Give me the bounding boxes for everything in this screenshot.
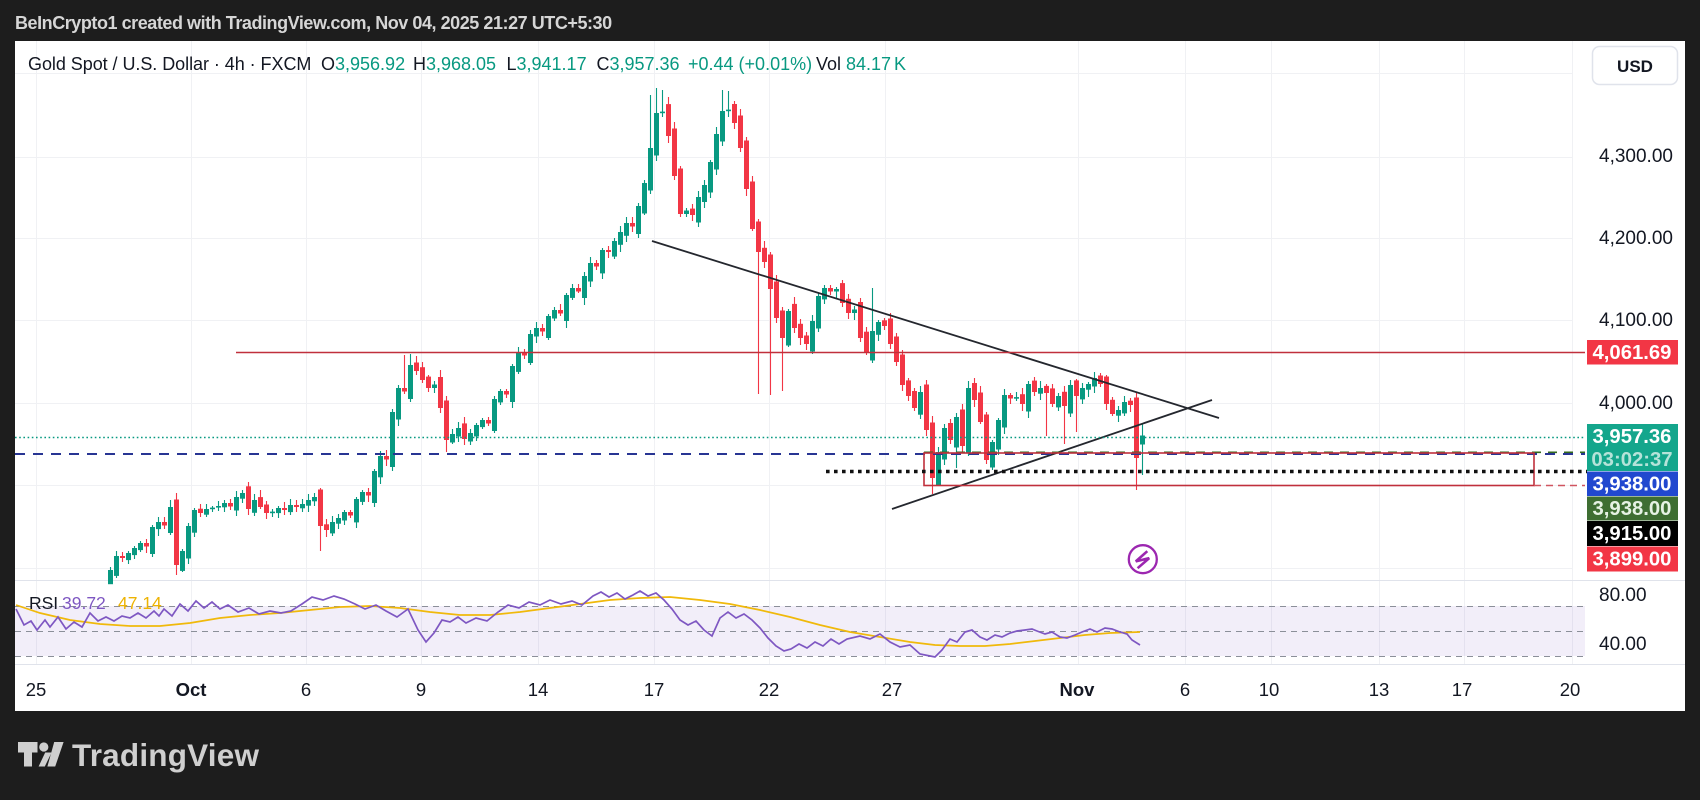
svg-text:6: 6 bbox=[301, 679, 311, 700]
svg-text:3,915.00: 3,915.00 bbox=[1593, 523, 1672, 545]
svg-text:25: 25 bbox=[26, 679, 47, 700]
svg-text:RSI: RSI bbox=[29, 593, 58, 613]
svg-text:13: 13 bbox=[1369, 679, 1390, 700]
svg-text:6: 6 bbox=[1180, 679, 1190, 700]
svg-text:3,938.00: 3,938.00 bbox=[1593, 474, 1672, 496]
svg-text:4,061.69: 4,061.69 bbox=[1593, 342, 1672, 364]
svg-text:3,938.00: 3,938.00 bbox=[1593, 498, 1672, 520]
svg-text:Gold Spot / U.S. Dollar · 4h ·: Gold Spot / U.S. Dollar · 4h · FXCM bbox=[28, 54, 311, 74]
svg-text:4,200.00: 4,200.00 bbox=[1599, 228, 1673, 249]
svg-text:14: 14 bbox=[528, 679, 549, 700]
svg-text:Oct: Oct bbox=[176, 679, 207, 700]
svg-text:10: 10 bbox=[1259, 679, 1280, 700]
svg-text:17: 17 bbox=[1452, 679, 1473, 700]
svg-text:40.00: 40.00 bbox=[1599, 634, 1647, 655]
svg-text:39.72: 39.72 bbox=[62, 593, 106, 613]
svg-text:47.14: 47.14 bbox=[118, 593, 162, 613]
svg-text:Nov: Nov bbox=[1060, 679, 1096, 700]
svg-text:80.00: 80.00 bbox=[1599, 585, 1647, 606]
svg-text:3,899.00: 3,899.00 bbox=[1593, 549, 1672, 571]
svg-text:4,000.00: 4,000.00 bbox=[1599, 393, 1673, 414]
svg-text:9: 9 bbox=[416, 679, 426, 700]
svg-text:TradingView: TradingView bbox=[72, 737, 259, 773]
svg-text:22: 22 bbox=[759, 679, 780, 700]
svg-text:17: 17 bbox=[644, 679, 665, 700]
svg-text:20: 20 bbox=[1560, 679, 1581, 700]
svg-text:4,100.00: 4,100.00 bbox=[1599, 310, 1673, 331]
svg-text:USD: USD bbox=[1617, 57, 1653, 76]
svg-text:3,957.36: 3,957.36 bbox=[1593, 426, 1672, 448]
svg-text:4,300.00: 4,300.00 bbox=[1599, 146, 1673, 167]
svg-text:BeInCrypto1 created with Tradi: BeInCrypto1 created with TradingView.com… bbox=[15, 13, 612, 33]
svg-text:27: 27 bbox=[882, 679, 903, 700]
svg-text:03:02:37: 03:02:37 bbox=[1591, 449, 1672, 471]
